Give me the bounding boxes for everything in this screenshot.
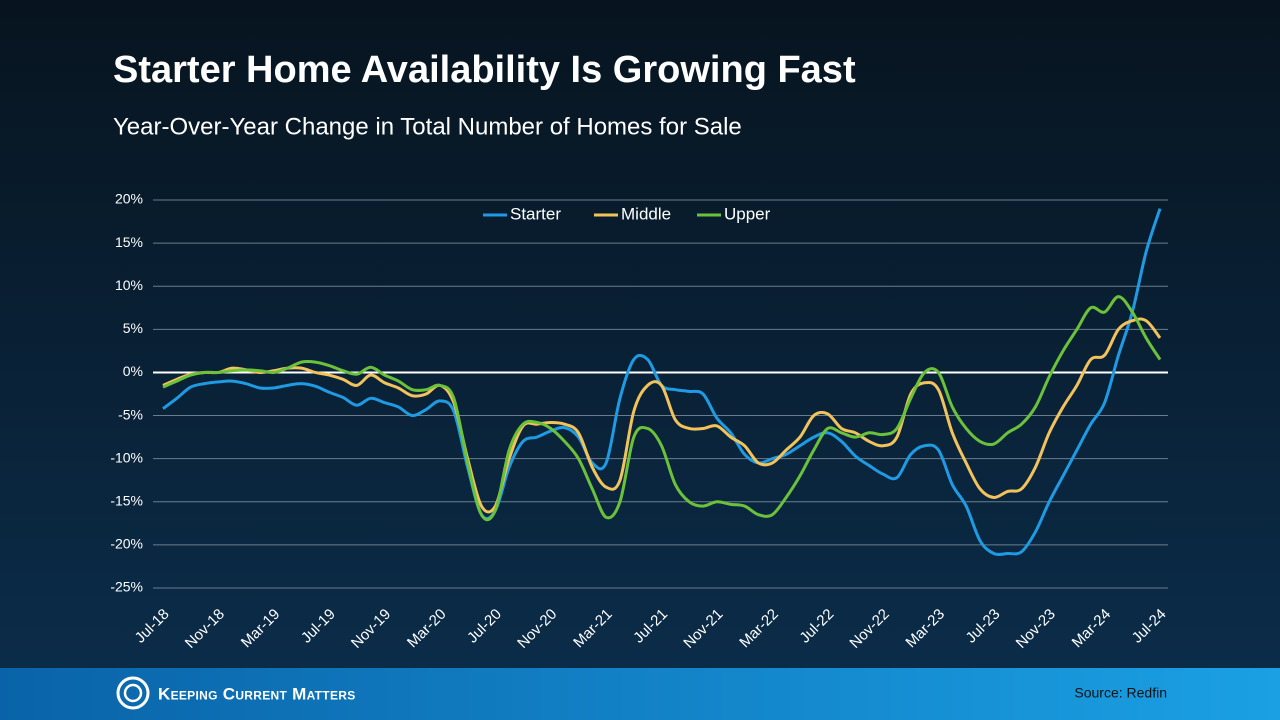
legend-label: Middle — [621, 204, 671, 223]
brand: Keeping Current Matters — [158, 684, 356, 703]
y-tick-label: -5% — [118, 406, 143, 422]
source: Source: Redfin — [1074, 685, 1167, 701]
line-series — [162, 295, 1162, 522]
logo — [116, 676, 150, 710]
legend-label: Upper — [724, 204, 771, 223]
y-tick-label: 20% — [115, 191, 143, 207]
legend-label: Starter — [510, 204, 561, 223]
y-tick-label: 15% — [115, 234, 143, 250]
chart-title: Starter Home Availability Is Growing Fas… — [113, 49, 856, 91]
chart-subtitle: Year-Over-Year Change in Total Number of… — [113, 113, 742, 140]
y-tick-label: -20% — [110, 536, 143, 552]
y-tick-label: 5% — [123, 320, 143, 336]
y-tick-label: -10% — [110, 449, 143, 465]
y-tick-label: -25% — [110, 579, 143, 595]
footer-bar — [0, 668, 1280, 720]
line-series — [162, 317, 1162, 514]
background — [0, 0, 1280, 668]
y-tick-label: 0% — [123, 363, 143, 379]
y-tick-label: 10% — [115, 277, 143, 293]
y-tick-label: -15% — [110, 492, 143, 508]
